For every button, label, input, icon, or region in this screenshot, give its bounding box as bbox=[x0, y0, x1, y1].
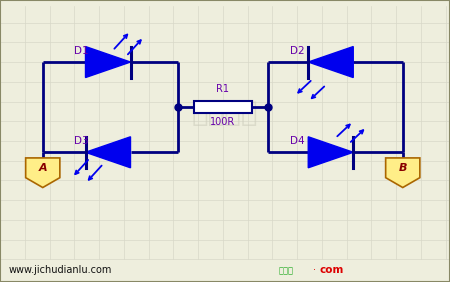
Polygon shape bbox=[86, 137, 130, 168]
Text: 电子懒人: 电子懒人 bbox=[192, 99, 258, 127]
Polygon shape bbox=[386, 158, 420, 188]
Text: D2: D2 bbox=[290, 46, 305, 56]
Text: 接线图: 接线图 bbox=[279, 266, 294, 275]
Text: D3: D3 bbox=[74, 136, 89, 146]
Bar bbox=[194, 101, 252, 113]
Text: D1: D1 bbox=[74, 46, 89, 56]
Text: A: A bbox=[38, 163, 47, 173]
Text: R1: R1 bbox=[216, 84, 229, 94]
Text: D4: D4 bbox=[290, 136, 305, 146]
Text: ·: · bbox=[313, 265, 316, 275]
Text: B: B bbox=[399, 163, 407, 173]
Text: com: com bbox=[320, 265, 344, 275]
Polygon shape bbox=[86, 47, 130, 78]
Text: www.jichudianlu.com: www.jichudianlu.com bbox=[9, 265, 112, 275]
Polygon shape bbox=[26, 158, 60, 188]
Polygon shape bbox=[308, 137, 353, 168]
Text: 100R: 100R bbox=[210, 117, 235, 127]
Polygon shape bbox=[308, 47, 353, 78]
